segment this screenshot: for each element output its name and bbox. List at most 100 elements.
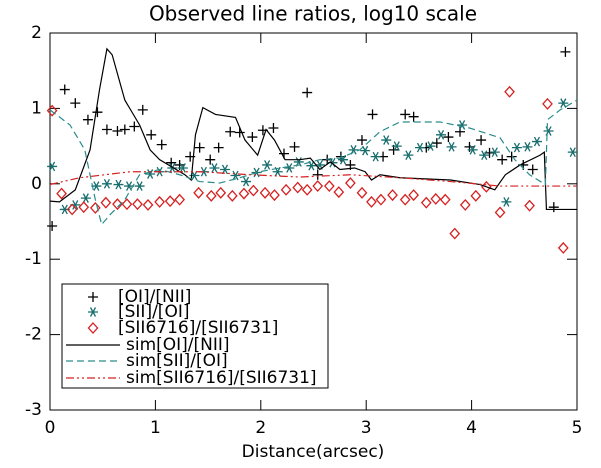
marker-diamond	[112, 198, 123, 211]
marker-diamond	[557, 241, 569, 254]
x-tick-label: 0	[45, 418, 56, 438]
marker-diamond	[312, 180, 324, 193]
marker-diamond	[215, 186, 227, 199]
marker-asterisk	[167, 163, 178, 173]
marker-asterisk	[370, 151, 381, 162]
marker-plus	[59, 84, 70, 95]
marker-diamond	[333, 186, 345, 199]
marker-diamond	[430, 192, 442, 205]
marker-diamond	[323, 180, 335, 193]
marker-diamond	[121, 198, 133, 211]
marker-plus	[70, 98, 81, 109]
marker-diamond	[345, 177, 356, 190]
marker-plus	[431, 138, 442, 149]
x-tick-label: 5	[572, 418, 583, 438]
marker-asterisk	[241, 176, 252, 187]
marker-diamond	[269, 189, 280, 202]
marker-diamond	[66, 203, 78, 216]
marker-asterisk	[489, 147, 500, 157]
y-tick-label: -2	[25, 325, 42, 345]
marker-diamond	[439, 193, 451, 206]
marker-diamond	[494, 206, 506, 219]
marker-diamond	[542, 97, 553, 110]
marker-diamond	[46, 104, 58, 117]
marker-asterisk	[467, 145, 478, 155]
marker-diamond	[504, 85, 515, 98]
marker-plus	[119, 124, 130, 135]
x-tick-label: 2	[255, 418, 266, 438]
marker-plus	[82, 114, 93, 125]
marker-plus	[400, 109, 411, 120]
marker-diamond	[174, 193, 186, 206]
marker-diamond	[408, 189, 420, 202]
marker-diamond	[142, 198, 154, 211]
marker-plus	[356, 135, 367, 146]
y-tick-label: 0	[31, 174, 42, 194]
marker-plus	[506, 151, 517, 162]
marker-diamond	[226, 189, 238, 202]
marker-plus	[247, 132, 258, 143]
marker-asterisk	[381, 135, 392, 145]
marker-plus	[289, 141, 300, 152]
marker-diamond	[164, 195, 176, 208]
marker-diamond	[205, 189, 217, 202]
marker-asterisk	[436, 129, 447, 140]
marker-asterisk	[284, 163, 295, 173]
marker-plus	[443, 132, 454, 143]
legend-symbol	[87, 322, 99, 334]
marker-plus	[205, 154, 216, 165]
marker-asterisk	[543, 126, 554, 136]
marker-diamond	[132, 198, 143, 211]
marker-asterisk	[209, 163, 220, 173]
marker-asterisk	[338, 154, 349, 165]
marker-plus	[560, 46, 571, 57]
marker-diamond	[259, 186, 271, 199]
marker-plus	[408, 111, 419, 122]
legend-label: [SII6716]/[SII6731]	[118, 318, 278, 338]
marker-plus	[112, 126, 123, 137]
marker-plus	[137, 104, 148, 115]
marker-diamond	[375, 193, 387, 206]
marker-plus	[548, 202, 559, 213]
marker-asterisk	[522, 142, 533, 152]
marker-diamond	[356, 186, 368, 199]
marker-asterisk	[262, 160, 273, 170]
marker-diamond	[420, 196, 432, 209]
marker-plus	[497, 154, 508, 165]
y-tick-label: 2	[31, 23, 42, 43]
marker-asterisk	[134, 181, 145, 191]
marker-asterisk	[391, 141, 402, 151]
marker-diamond	[280, 183, 292, 196]
marker-plus	[225, 126, 236, 137]
marker-plus	[129, 121, 140, 132]
marker-diamond	[449, 227, 461, 240]
marker-asterisk	[501, 197, 512, 207]
marker-diamond	[248, 184, 259, 197]
marker-diamond	[100, 196, 112, 209]
chart-title: Observed line ratios, log10 scale	[149, 2, 477, 26]
marker-diamond	[366, 195, 377, 208]
marker-asterisk	[511, 142, 522, 153]
marker-asterisk	[567, 147, 578, 157]
marker-plus	[234, 127, 245, 138]
marker-diamond	[89, 201, 101, 214]
marker-asterisk	[113, 179, 124, 190]
y-tick-label: -3	[25, 400, 42, 420]
legend-symbol	[88, 292, 98, 302]
x-tick-label: 4	[466, 418, 477, 438]
marker-plus	[101, 124, 112, 135]
marker-asterisk	[531, 136, 542, 147]
marker-diamond	[524, 199, 535, 212]
y-tick-label: -1	[25, 249, 42, 269]
marker-asterisk	[80, 193, 91, 203]
legend-box	[61, 283, 329, 389]
marker-plus	[213, 142, 224, 153]
marker-asterisk	[446, 142, 457, 152]
marker-asterisk	[414, 142, 425, 153]
marker-asterisk	[360, 145, 371, 156]
marker-asterisk	[425, 141, 436, 151]
marker-diamond	[292, 181, 304, 194]
marker-asterisk	[230, 170, 241, 181]
marker-asterisk	[403, 150, 414, 160]
